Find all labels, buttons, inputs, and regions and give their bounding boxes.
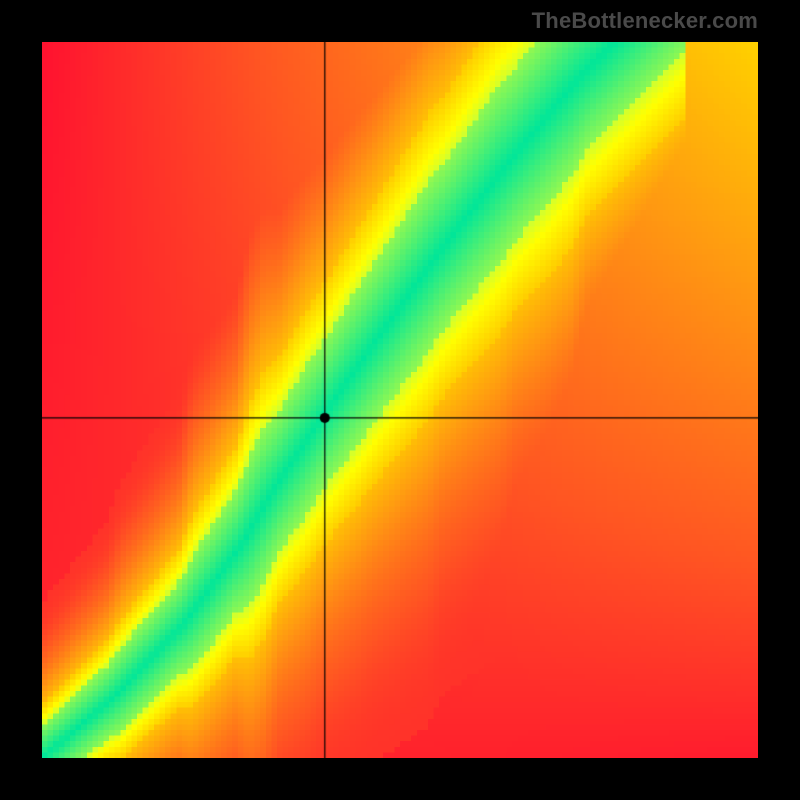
crosshair-overlay: [42, 42, 758, 758]
bottleneck-heatmap: [42, 42, 758, 758]
watermark: TheBottlenecker.com: [532, 8, 758, 34]
